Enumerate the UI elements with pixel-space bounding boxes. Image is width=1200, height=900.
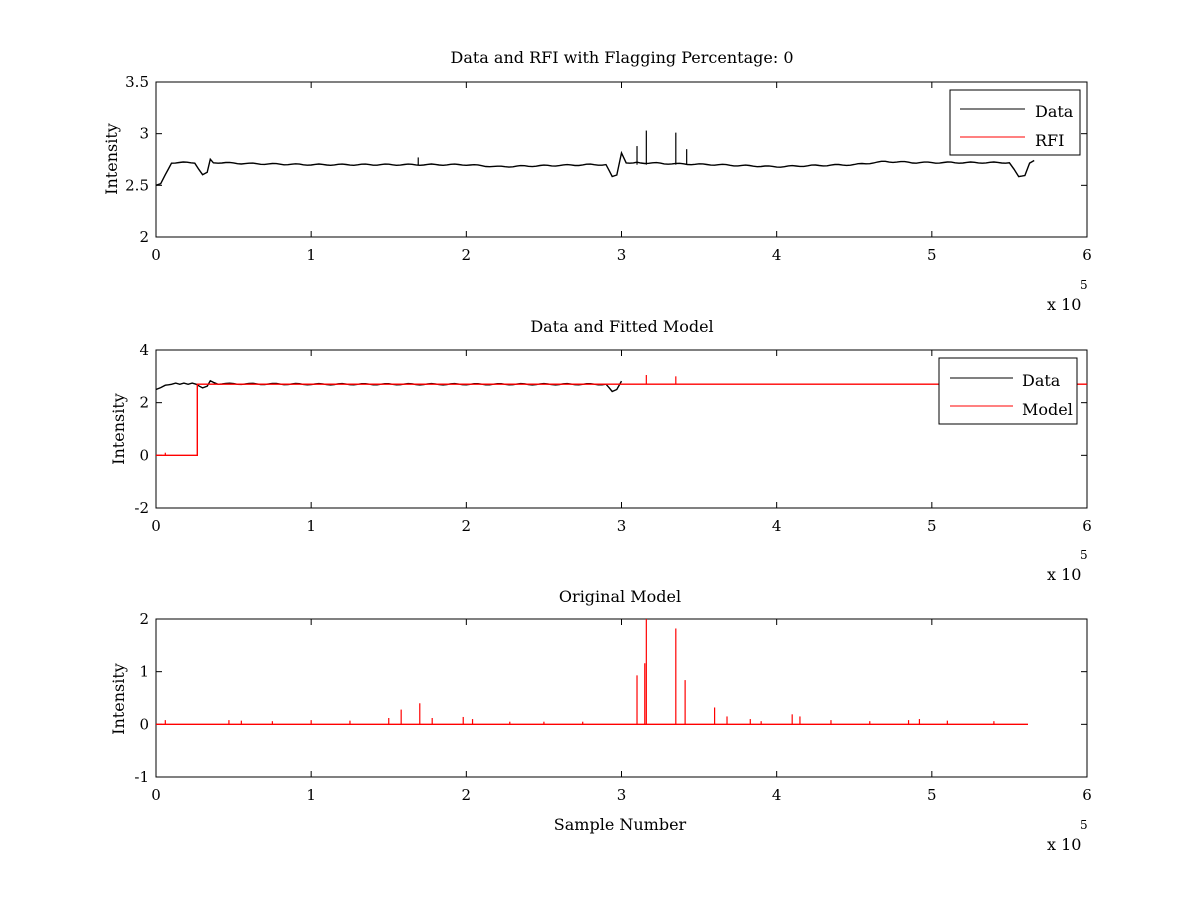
x-tick-label: 3 (617, 246, 627, 264)
y-axis-label: Intensity (102, 123, 121, 195)
y-tick-label: 2 (139, 228, 149, 246)
legend-entry-data: Data (1035, 102, 1074, 121)
y-tick-label: 0 (139, 715, 149, 733)
x-tick-label: 0 (151, 517, 161, 535)
x-tick-label: 2 (462, 246, 472, 264)
x-tick-label: 5 (927, 517, 937, 535)
legend: Data Model (938, 357, 1078, 425)
x-tick-label: 2 (462, 786, 472, 804)
x-tick-label: 4 (772, 786, 782, 804)
y-tick-label: 2 (139, 610, 149, 628)
x-exponent-label: x 10 (1047, 295, 1081, 314)
legend-entry-data: Data (1022, 371, 1061, 390)
y-tick-label: 1 (139, 663, 149, 681)
subplot-title: Original Model (559, 587, 681, 606)
subplot-data-model: Data and Fitted Model Intensity 0 1 2 3 4 5 6 -… (109, 317, 1092, 584)
y-tick-label: 3 (139, 125, 149, 143)
x-tick-label: 6 (1082, 786, 1092, 804)
x-exponent-power: 5 (1080, 818, 1088, 832)
x-tick-label: 3 (617, 786, 627, 804)
plot-area (155, 349, 1088, 509)
series-data-line (155, 150, 1035, 186)
legend-box (949, 89, 1081, 156)
plot-area (155, 618, 1088, 778)
x-exponent-label: x 10 (1047, 565, 1081, 584)
x-tick-label: 4 (772, 246, 782, 264)
x-tick-label: 1 (306, 246, 316, 264)
x-tick-label: 4 (772, 517, 782, 535)
subplot-data-rfi: Data and RFI with Flagging Percentage: 0… (102, 48, 1092, 314)
x-exponent-power: 5 (1080, 278, 1088, 292)
y-axis-label: Intensity (109, 663, 128, 735)
legend-box (938, 357, 1078, 425)
x-tick-label: 5 (927, 246, 937, 264)
subplot-title: Data and RFI with Flagging Percentage: 0 (450, 48, 793, 67)
series-model-line (156, 383, 1087, 456)
x-tick-label: 3 (617, 517, 627, 535)
x-tick-label: 5 (927, 786, 937, 804)
legend-entry-rfi: RFI (1035, 131, 1064, 150)
y-tick-label: -1 (134, 768, 149, 786)
x-tick-label: 1 (306, 786, 316, 804)
x-tick-label: 2 (462, 517, 472, 535)
legend-entry-model: Model (1022, 400, 1073, 419)
y-tick-label: 3.5 (125, 73, 149, 91)
x-exponent-power: 5 (1080, 548, 1088, 562)
y-tick-label: 4 (139, 341, 149, 359)
legend: Data RFI (949, 89, 1081, 156)
x-tick-label: 6 (1082, 517, 1092, 535)
y-tick-label: 2.5 (125, 176, 149, 194)
subplot-title: Data and Fitted Model (530, 317, 713, 336)
y-axis-label: Intensity (109, 393, 128, 465)
x-axis-label: Sample Number (554, 815, 687, 834)
x-tick-label: 6 (1082, 246, 1092, 264)
y-tick-label: -2 (134, 499, 149, 517)
plot-area (155, 81, 1088, 238)
tick-labels: 0 1 2 3 4 5 6 2 2.5 3 3.5 (125, 73, 1092, 264)
x-exponent-label: x 10 (1047, 835, 1081, 854)
x-tick-label: 1 (306, 517, 316, 535)
y-tick-label: 0 (139, 446, 149, 464)
y-tick-label: 2 (139, 394, 149, 412)
x-tick-label: 0 (151, 786, 161, 804)
x-tick-label: 0 (151, 246, 161, 264)
